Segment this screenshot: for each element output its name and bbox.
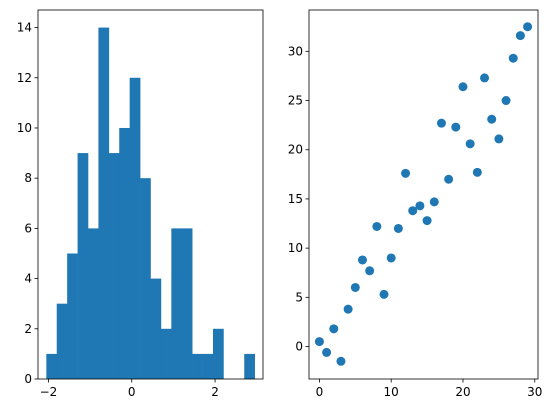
scatter-point (451, 122, 461, 132)
scatter-point (365, 266, 375, 276)
histogram-x-ticks: −2 0 2 (40, 379, 219, 399)
histogram-y-tick-label: 4 (24, 272, 32, 286)
histogram-y-tick-label: 8 (24, 171, 32, 185)
scatter-y-tick-label: 30 (288, 44, 303, 58)
scatter-axes-frame (308, 9, 539, 380)
histogram-x-tick-label: 0 (128, 385, 136, 399)
scatter-point (322, 347, 332, 357)
scatter-x-tick-label: 10 (384, 385, 399, 399)
scatter-point (329, 324, 339, 334)
scatter-point (379, 289, 389, 299)
scatter-point (480, 73, 490, 83)
scatter-point (494, 134, 504, 144)
scatter-y-tick-label: 5 (295, 290, 303, 304)
scatter-point (393, 223, 403, 233)
scatter-point (501, 96, 511, 106)
histogram-panel: −2 0 2 0 2 4 6 8 10 12 14 (17, 9, 264, 399)
histogram-bar (108, 153, 120, 379)
histogram-bar (181, 228, 193, 379)
scatter-point (508, 53, 518, 63)
histogram-y-tick-label: 14 (17, 21, 32, 35)
histogram-bar (192, 353, 203, 379)
scatter-point (436, 118, 446, 128)
scatter-point (523, 22, 533, 32)
histogram-bar (98, 27, 110, 379)
histogram-bar (213, 328, 224, 379)
scatter-panel: 0 10 20 30 0 5 10 15 20 25 30 (288, 9, 542, 399)
scatter-point (515, 31, 525, 41)
scatter-point (429, 197, 439, 207)
histogram-bar (119, 127, 130, 379)
scatter-point (401, 168, 411, 178)
histogram-bar (77, 153, 89, 379)
histogram-x-tick-label: 2 (211, 385, 219, 399)
scatter-point (458, 82, 468, 92)
histogram-y-ticks: 0 2 4 6 8 10 12 14 (17, 21, 38, 386)
scatter-point (314, 337, 324, 347)
histogram-bar (67, 253, 78, 379)
histogram-y-tick-label: 10 (17, 121, 32, 135)
scatter-y-ticks: 0 5 10 15 20 25 30 (288, 44, 309, 354)
histogram-axes-frame (37, 9, 264, 380)
histogram-y-tick-label: 0 (24, 372, 32, 386)
scatter-y-tick-label: 25 (288, 94, 303, 108)
scatter-x-ticks: 0 10 20 30 (316, 379, 542, 399)
scatter-point (372, 221, 382, 231)
scatter-y-tick-label: 20 (288, 143, 303, 157)
histogram-bar (202, 353, 214, 379)
histogram-y-tick-label: 6 (24, 221, 32, 235)
scatter-point (408, 206, 418, 216)
scatter-point (444, 174, 454, 184)
histogram-bar (244, 353, 255, 379)
histogram-bar (129, 77, 141, 379)
scatter-y-tick-label: 0 (295, 340, 303, 354)
scatter-point (386, 253, 396, 263)
histogram-bar (150, 278, 162, 379)
histogram-y-tick-label: 12 (17, 71, 32, 85)
histogram-x-tick-label: −2 (40, 385, 58, 399)
scatter-y-tick-label: 10 (288, 241, 303, 255)
scatter-point (350, 282, 360, 292)
histogram-y-tick-label: 2 (24, 322, 32, 336)
scatter-point (487, 114, 497, 124)
scatter-point (465, 139, 475, 149)
histogram-bars (46, 27, 255, 379)
scatter-x-tick-label: 20 (455, 385, 470, 399)
histogram-bar (140, 178, 151, 379)
histogram-bar (56, 303, 68, 379)
scatter-point (472, 167, 482, 177)
scatter-point (357, 255, 367, 265)
scatter-x-tick-label: 30 (527, 385, 542, 399)
histogram-bar (88, 228, 99, 379)
scatter-point (343, 304, 353, 314)
scatter-x-tick-label: 0 (316, 385, 324, 399)
histogram-bar (171, 228, 183, 379)
scatter-points (314, 22, 533, 366)
histogram-bar (160, 328, 172, 379)
histogram-bar (46, 353, 58, 379)
scatter-y-tick-label: 15 (288, 192, 303, 206)
scatter-point (415, 201, 425, 211)
scatter-point (422, 216, 432, 226)
scatter-point (336, 356, 346, 366)
